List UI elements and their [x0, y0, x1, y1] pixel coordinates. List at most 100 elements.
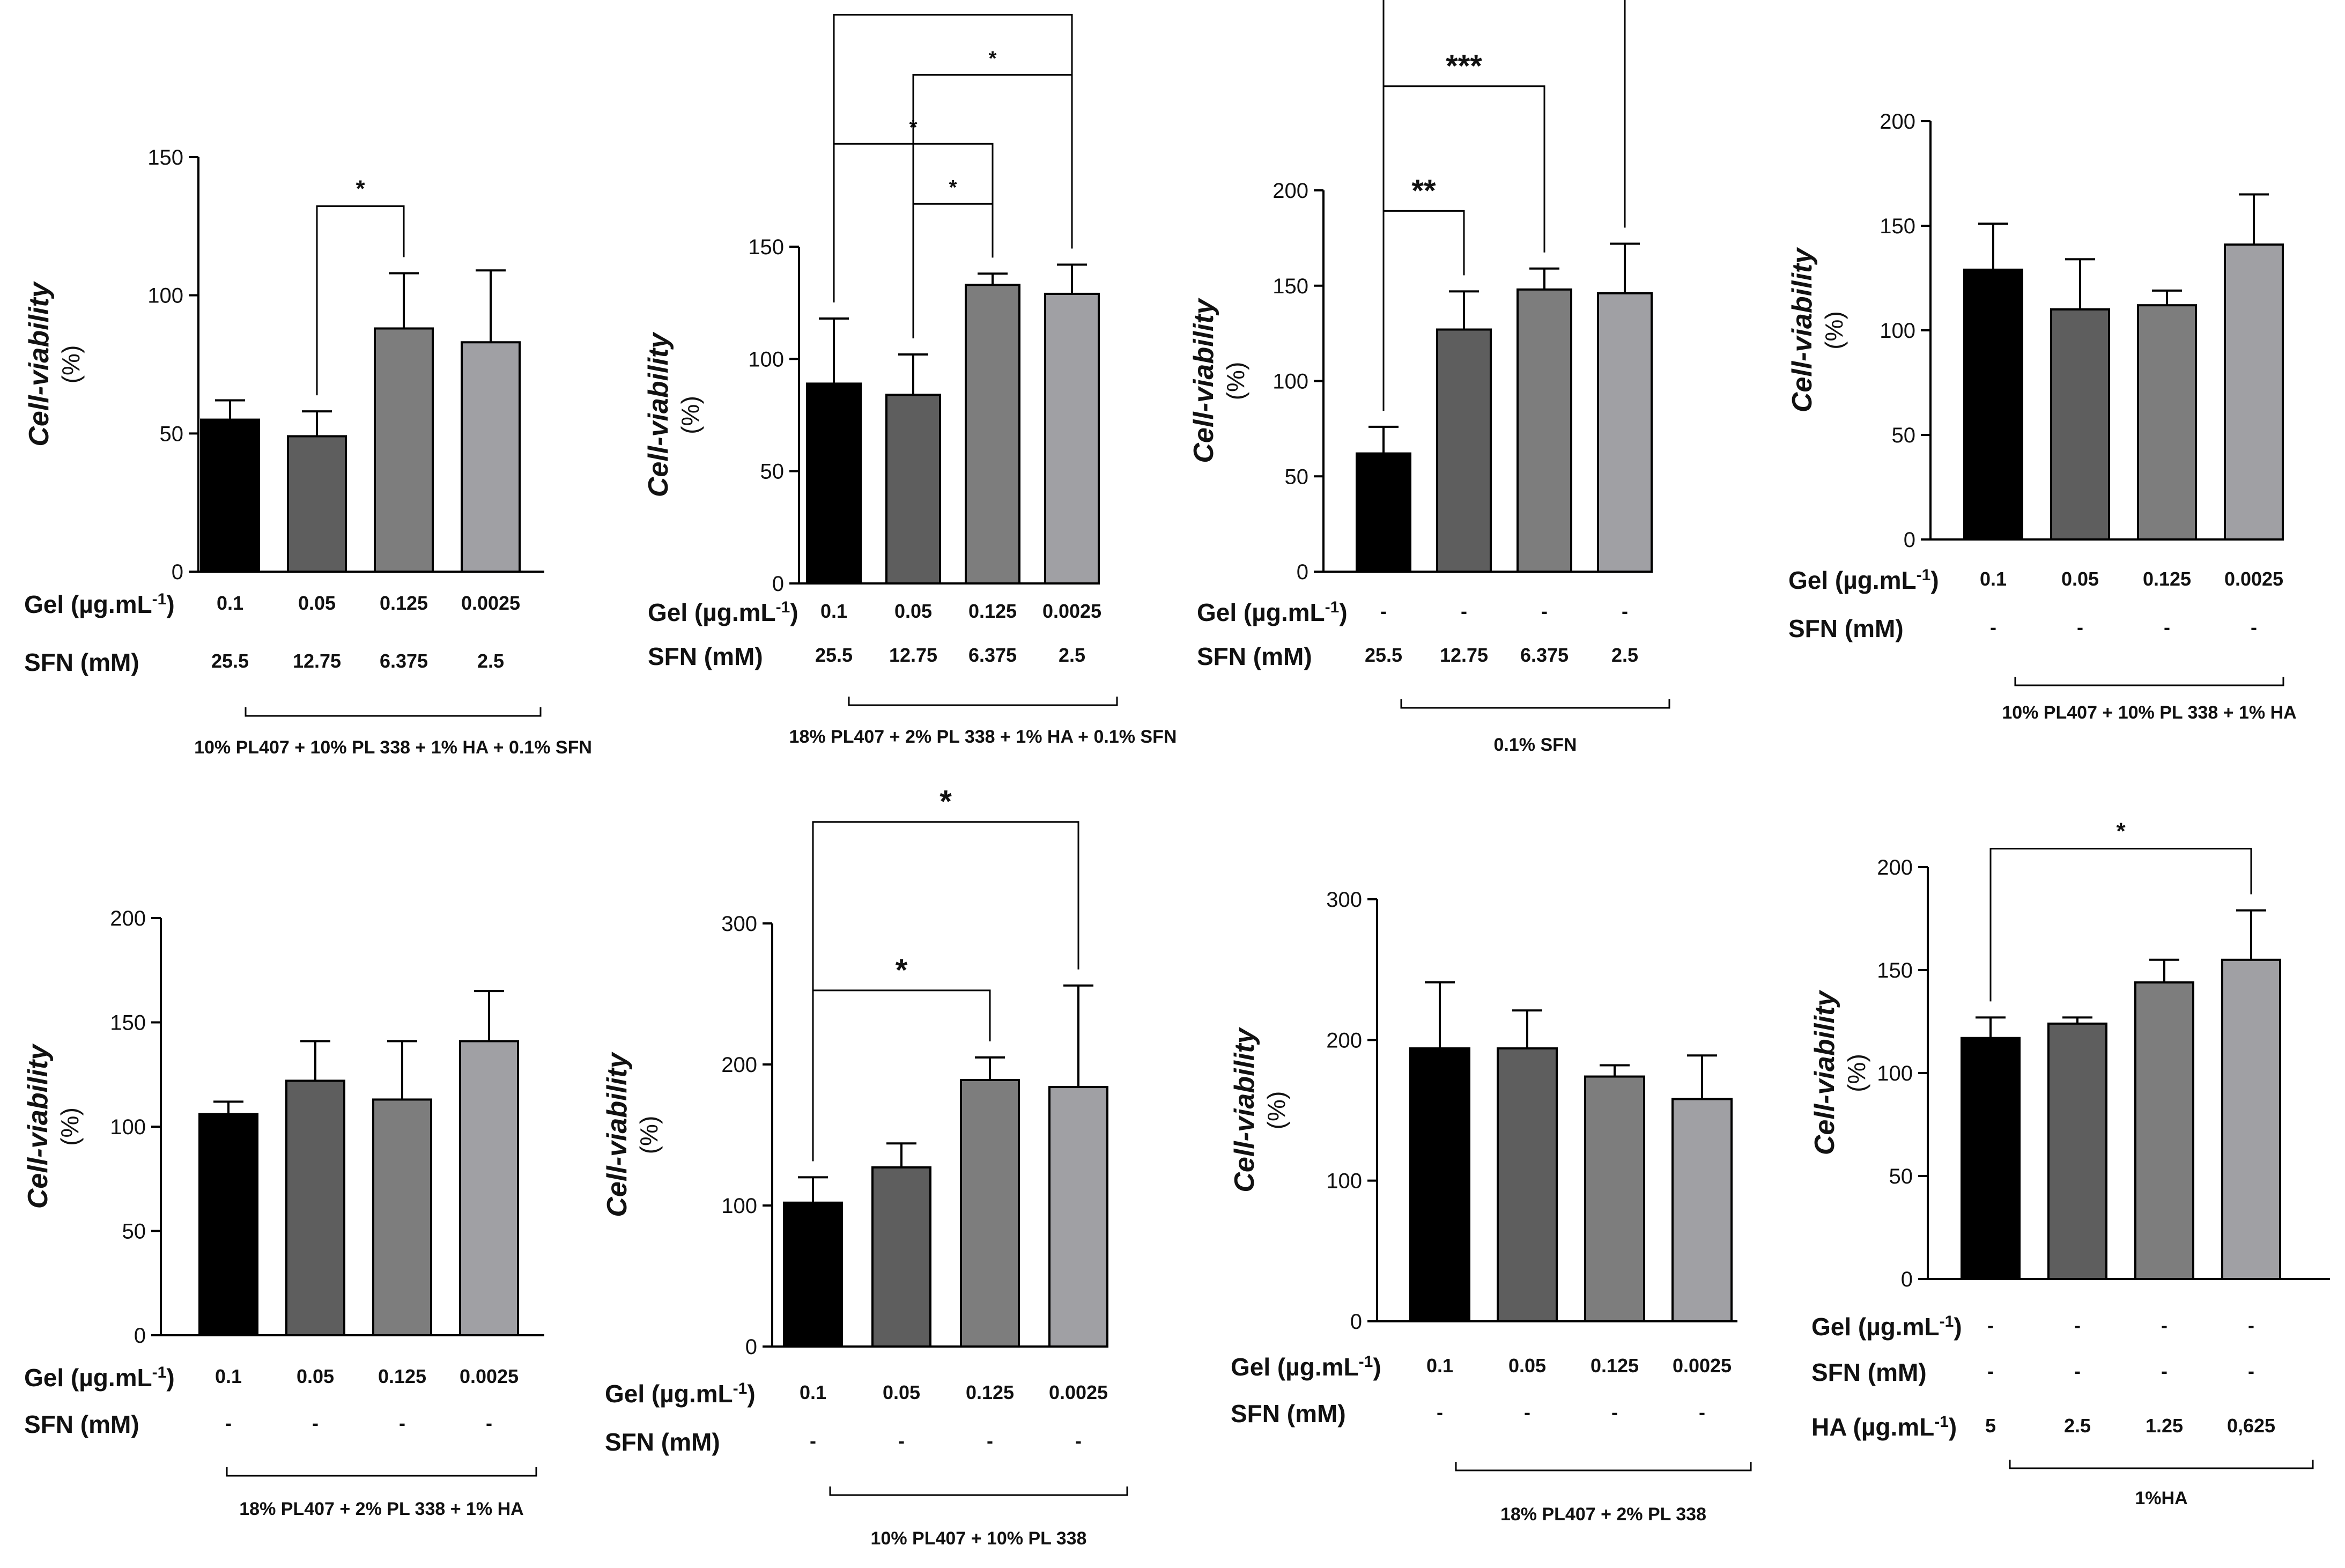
row-value: 0.0025 [461, 592, 520, 614]
y-tick-label: 50 [1889, 1165, 1913, 1188]
y-tick-label: 100 [748, 347, 784, 371]
y-axis-unit: (%) [57, 345, 85, 384]
y-tick-label: 150 [1273, 275, 1308, 298]
row-value: - [225, 1412, 232, 1434]
chart-panel-5: 0 50 100 150 200 Cell-viability (%) Gel (µg.mL-… [23, 907, 544, 1519]
bar [885, 394, 941, 585]
significance-bracket [1989, 848, 2252, 1002]
row-label: HA (µg.mL-1) [1811, 1413, 1957, 1441]
group-label: 18% PL407 + 2% PL 338 + 1% HA + 0.1% SFN [789, 727, 1177, 747]
group-bracket [1455, 1462, 1752, 1471]
bar [871, 1166, 931, 1348]
row-value: - [898, 1430, 905, 1452]
y-tick-label: 150 [1880, 215, 1915, 238]
y-tick-label: 0 [1904, 528, 1915, 552]
bar [285, 1079, 345, 1337]
bar [1963, 268, 2023, 541]
y-tick-label: 100 [1326, 1170, 1362, 1193]
y-axis-label: Cell-viability [24, 280, 55, 446]
y-tick-label: 300 [1326, 888, 1362, 912]
bar [783, 1201, 843, 1348]
y-axis-label: Cell-viability [1188, 297, 1219, 463]
group-label: 18% PL407 + 2% PL 338 [1500, 1504, 1706, 1525]
group-label: 18% PL407 + 2% PL 338 + 1% HA [239, 1499, 523, 1519]
chart-panel-4: 0 50 100 150 200 Cell-viability (%) Gel (µg.mL-… [1787, 110, 2297, 723]
bar [1436, 328, 1492, 573]
y-tick-label: 200 [1877, 856, 1913, 879]
y-axis-unit: (%) [635, 1116, 663, 1155]
row-value: - [1380, 600, 1387, 622]
row-value: 0,625 [2227, 1415, 2275, 1437]
row-value: 12.75 [1440, 644, 1488, 666]
significance-label: * [940, 785, 952, 819]
bar [287, 435, 347, 573]
row-value: 2.5 [1611, 644, 1638, 666]
y-tick-label: 100 [1273, 370, 1308, 394]
y-tick-label: 0 [172, 560, 183, 584]
row-value: 0.125 [378, 1365, 426, 1387]
row-value: 0.0025 [460, 1365, 519, 1387]
y-tick-label: 50 [760, 460, 785, 484]
bar [960, 1078, 1020, 1348]
significance-label: * [896, 953, 908, 988]
row-label: Gel (µg.mL-1) [1231, 1353, 1381, 1381]
y-axis-unit: (%) [1843, 1054, 1870, 1092]
y-tick-label: 50 [1285, 465, 1309, 489]
row-label: SFN (mM) [605, 1428, 720, 1456]
bar [2221, 958, 2281, 1281]
significance-bracket [1382, 0, 1626, 411]
significance-bracket [316, 205, 405, 396]
bar [1517, 288, 1572, 573]
group-label: 1%HA [2135, 1488, 2187, 1508]
row-value: - [2074, 1314, 2081, 1336]
y-axis-unit: (%) [1820, 311, 1848, 350]
chart-panel-1: 0 50 100 150 Cell-viability (%) * Gel (µg.mL-1)… [24, 146, 592, 758]
bar [965, 284, 1020, 585]
row-label: Gel (µg.mL-1) [1811, 1313, 1962, 1341]
row-value: - [987, 1430, 993, 1452]
row-value: - [1075, 1430, 1082, 1452]
y-tick-label: 200 [1880, 110, 1915, 134]
y-tick-label: 100 [1877, 1062, 1913, 1085]
y-tick-label: 150 [748, 235, 784, 259]
bar [200, 418, 260, 573]
row-value: 0.05 [894, 600, 932, 622]
group-bracket [2009, 1460, 2314, 1469]
y-tick-label: 100 [721, 1194, 757, 1218]
bar [372, 1098, 432, 1336]
y-tick-label: 50 [1892, 424, 1916, 447]
y-axis-unit: (%) [1222, 362, 1249, 401]
row-value: - [2248, 1360, 2254, 1382]
bar [2047, 1022, 2107, 1280]
y-axis-label: Cell-viability [643, 331, 674, 497]
row-label: Gel (µg.mL-1) [648, 598, 798, 626]
y-axis-unit: (%) [56, 1107, 84, 1146]
y-tick-label: 0 [1350, 1310, 1362, 1334]
row-value: 0.0025 [1042, 600, 1101, 622]
row-value: - [1611, 1401, 1618, 1423]
y-tick-label: 100 [1880, 319, 1915, 343]
significance-label: * [949, 176, 957, 199]
row-value: - [2251, 616, 2257, 638]
row-value: 0.05 [1508, 1355, 1546, 1377]
row-label: Gel (µg.mL-1) [605, 1380, 756, 1408]
significance-label: ** [1411, 173, 1436, 208]
bar [198, 1113, 258, 1336]
row-label: Gel (µg.mL-1) [24, 590, 175, 618]
significance-bracket [812, 821, 1079, 1162]
row-value: 0.1 [1426, 1355, 1453, 1377]
significance-bracket [833, 13, 1073, 302]
y-tick-label: 0 [745, 1335, 757, 1359]
row-value: 0.125 [380, 592, 428, 614]
row-value: 6.375 [968, 644, 1017, 666]
y-tick-label: 0 [1901, 1268, 1913, 1291]
row-value: 5 [1985, 1415, 1996, 1437]
row-value: 0.125 [2143, 568, 2191, 590]
row-value: 25.5 [1365, 644, 1402, 666]
y-axis-label: Cell-viability [602, 1051, 633, 1217]
significance-label: * [949, 0, 957, 10]
bar [2137, 304, 2197, 541]
row-value: - [1541, 600, 1548, 622]
